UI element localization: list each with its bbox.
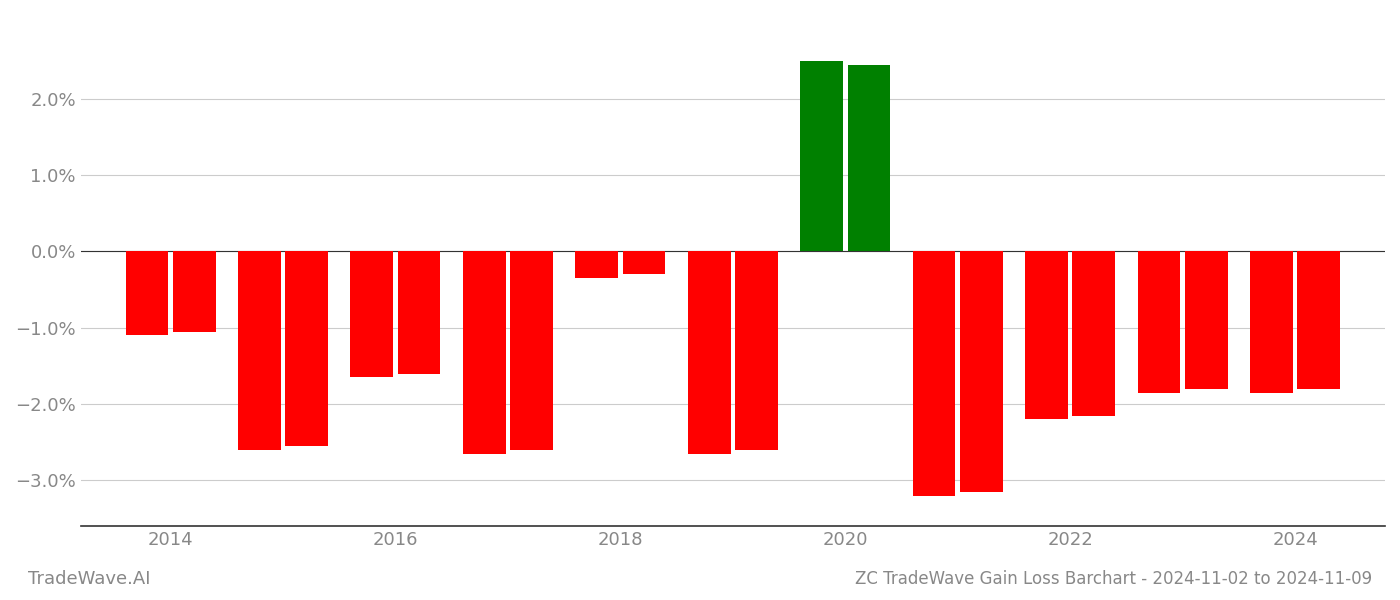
Bar (172, 251, 216, 332)
Bar (735, 251, 778, 450)
Bar (801, 61, 843, 251)
Bar (1298, 251, 1340, 389)
Bar (1072, 251, 1116, 416)
Bar (960, 251, 1002, 492)
Bar (1138, 251, 1180, 392)
Bar (1184, 251, 1228, 389)
Bar (1250, 251, 1292, 392)
Bar (463, 251, 505, 454)
Bar (398, 251, 441, 374)
Bar (238, 251, 281, 450)
Bar (286, 251, 328, 446)
Bar (847, 65, 890, 251)
Bar (687, 251, 731, 454)
Bar (913, 251, 955, 496)
Bar (1025, 251, 1068, 419)
Bar (350, 251, 393, 377)
Bar (510, 251, 553, 450)
Bar (575, 251, 619, 278)
Bar (623, 251, 665, 274)
Bar (126, 251, 168, 335)
Text: ZC TradeWave Gain Loss Barchart - 2024-11-02 to 2024-11-09: ZC TradeWave Gain Loss Barchart - 2024-1… (855, 570, 1372, 588)
Text: TradeWave.AI: TradeWave.AI (28, 570, 151, 588)
